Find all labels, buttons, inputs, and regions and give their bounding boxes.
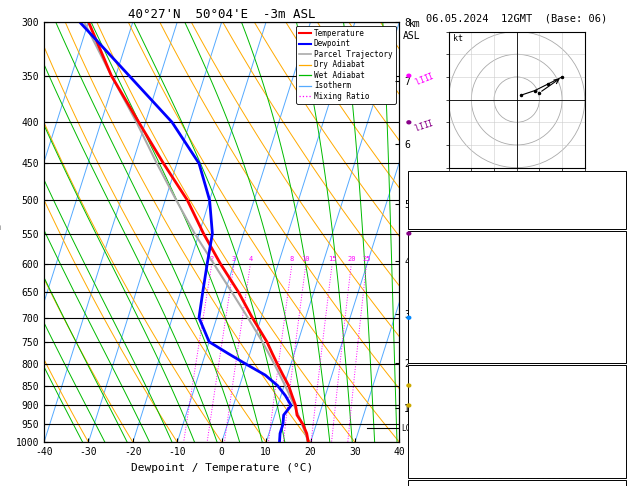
Text: CAPE (J): CAPE (J) [413, 444, 460, 454]
Text: 0: 0 [615, 426, 621, 435]
Text: CAPE (J): CAPE (J) [413, 329, 460, 339]
Text: 317: 317 [603, 407, 621, 417]
Text: Dewp (°C): Dewp (°C) [413, 274, 465, 283]
Text: Lifted Index: Lifted Index [413, 426, 483, 435]
Text: Most Unstable: Most Unstable [479, 370, 555, 380]
Text: IIIl: IIIl [411, 227, 432, 240]
Text: 10: 10 [301, 257, 310, 262]
Text: Totals Totals: Totals Totals [413, 195, 489, 205]
Text: CIN (J): CIN (J) [413, 347, 454, 357]
Text: Surface: Surface [496, 237, 537, 246]
Text: θₑ(K): θₑ(K) [413, 292, 442, 302]
Text: © weatheronline.co.uk: © weatheronline.co.uk [460, 472, 573, 481]
Text: LCL: LCL [402, 423, 416, 433]
Text: IIIl: IIIl [411, 115, 433, 130]
Text: 421: 421 [603, 347, 621, 357]
Text: IIIl: IIIl [411, 68, 433, 84]
X-axis label: Dewpoint / Temperature (°C): Dewpoint / Temperature (°C) [131, 463, 313, 473]
Text: PW (cm): PW (cm) [413, 214, 454, 224]
Legend: Temperature, Dewpoint, Parcel Trajectory, Dry Adiabat, Wet Adiabat, Isotherm, Mi: Temperature, Dewpoint, Parcel Trajectory… [296, 26, 396, 104]
Text: 82: 82 [609, 444, 621, 454]
Text: Temp (°C): Temp (°C) [413, 255, 465, 265]
Text: 4: 4 [248, 257, 252, 262]
Text: 20: 20 [347, 257, 355, 262]
Text: 52: 52 [609, 195, 621, 205]
Text: 0: 0 [615, 311, 621, 320]
Text: CIN (J): CIN (J) [413, 463, 454, 472]
Text: 900: 900 [603, 389, 621, 399]
Text: IIIl: IIIl [411, 379, 432, 392]
Text: 363: 363 [603, 463, 621, 472]
Text: 25: 25 [362, 257, 370, 262]
Text: kt: kt [454, 34, 463, 43]
Y-axis label: hPa: hPa [0, 222, 1, 232]
Text: 06.05.2024  12GMT  (Base: 06): 06.05.2024 12GMT (Base: 06) [426, 14, 608, 24]
Text: 49: 49 [609, 329, 621, 339]
Text: 8: 8 [290, 257, 294, 262]
Text: 317: 317 [603, 292, 621, 302]
Text: 23: 23 [609, 177, 621, 187]
Text: 15: 15 [328, 257, 337, 262]
Text: K: K [413, 177, 418, 187]
Text: IIIl: IIIl [411, 311, 432, 325]
Text: 12.9: 12.9 [598, 274, 621, 283]
Text: θₑ (K): θₑ (K) [413, 407, 448, 417]
Text: km
ASL: km ASL [403, 19, 420, 41]
Text: 2.15: 2.15 [598, 214, 621, 224]
Text: 18.9: 18.9 [598, 255, 621, 265]
Text: Pressure (mb): Pressure (mb) [413, 389, 489, 399]
Text: 3: 3 [232, 257, 236, 262]
Text: 2: 2 [209, 257, 214, 262]
Title: 40°27'N  50°04'E  -3m ASL: 40°27'N 50°04'E -3m ASL [128, 8, 316, 21]
Text: Lifted Index: Lifted Index [413, 311, 483, 320]
Text: IIIl: IIIl [411, 401, 431, 410]
